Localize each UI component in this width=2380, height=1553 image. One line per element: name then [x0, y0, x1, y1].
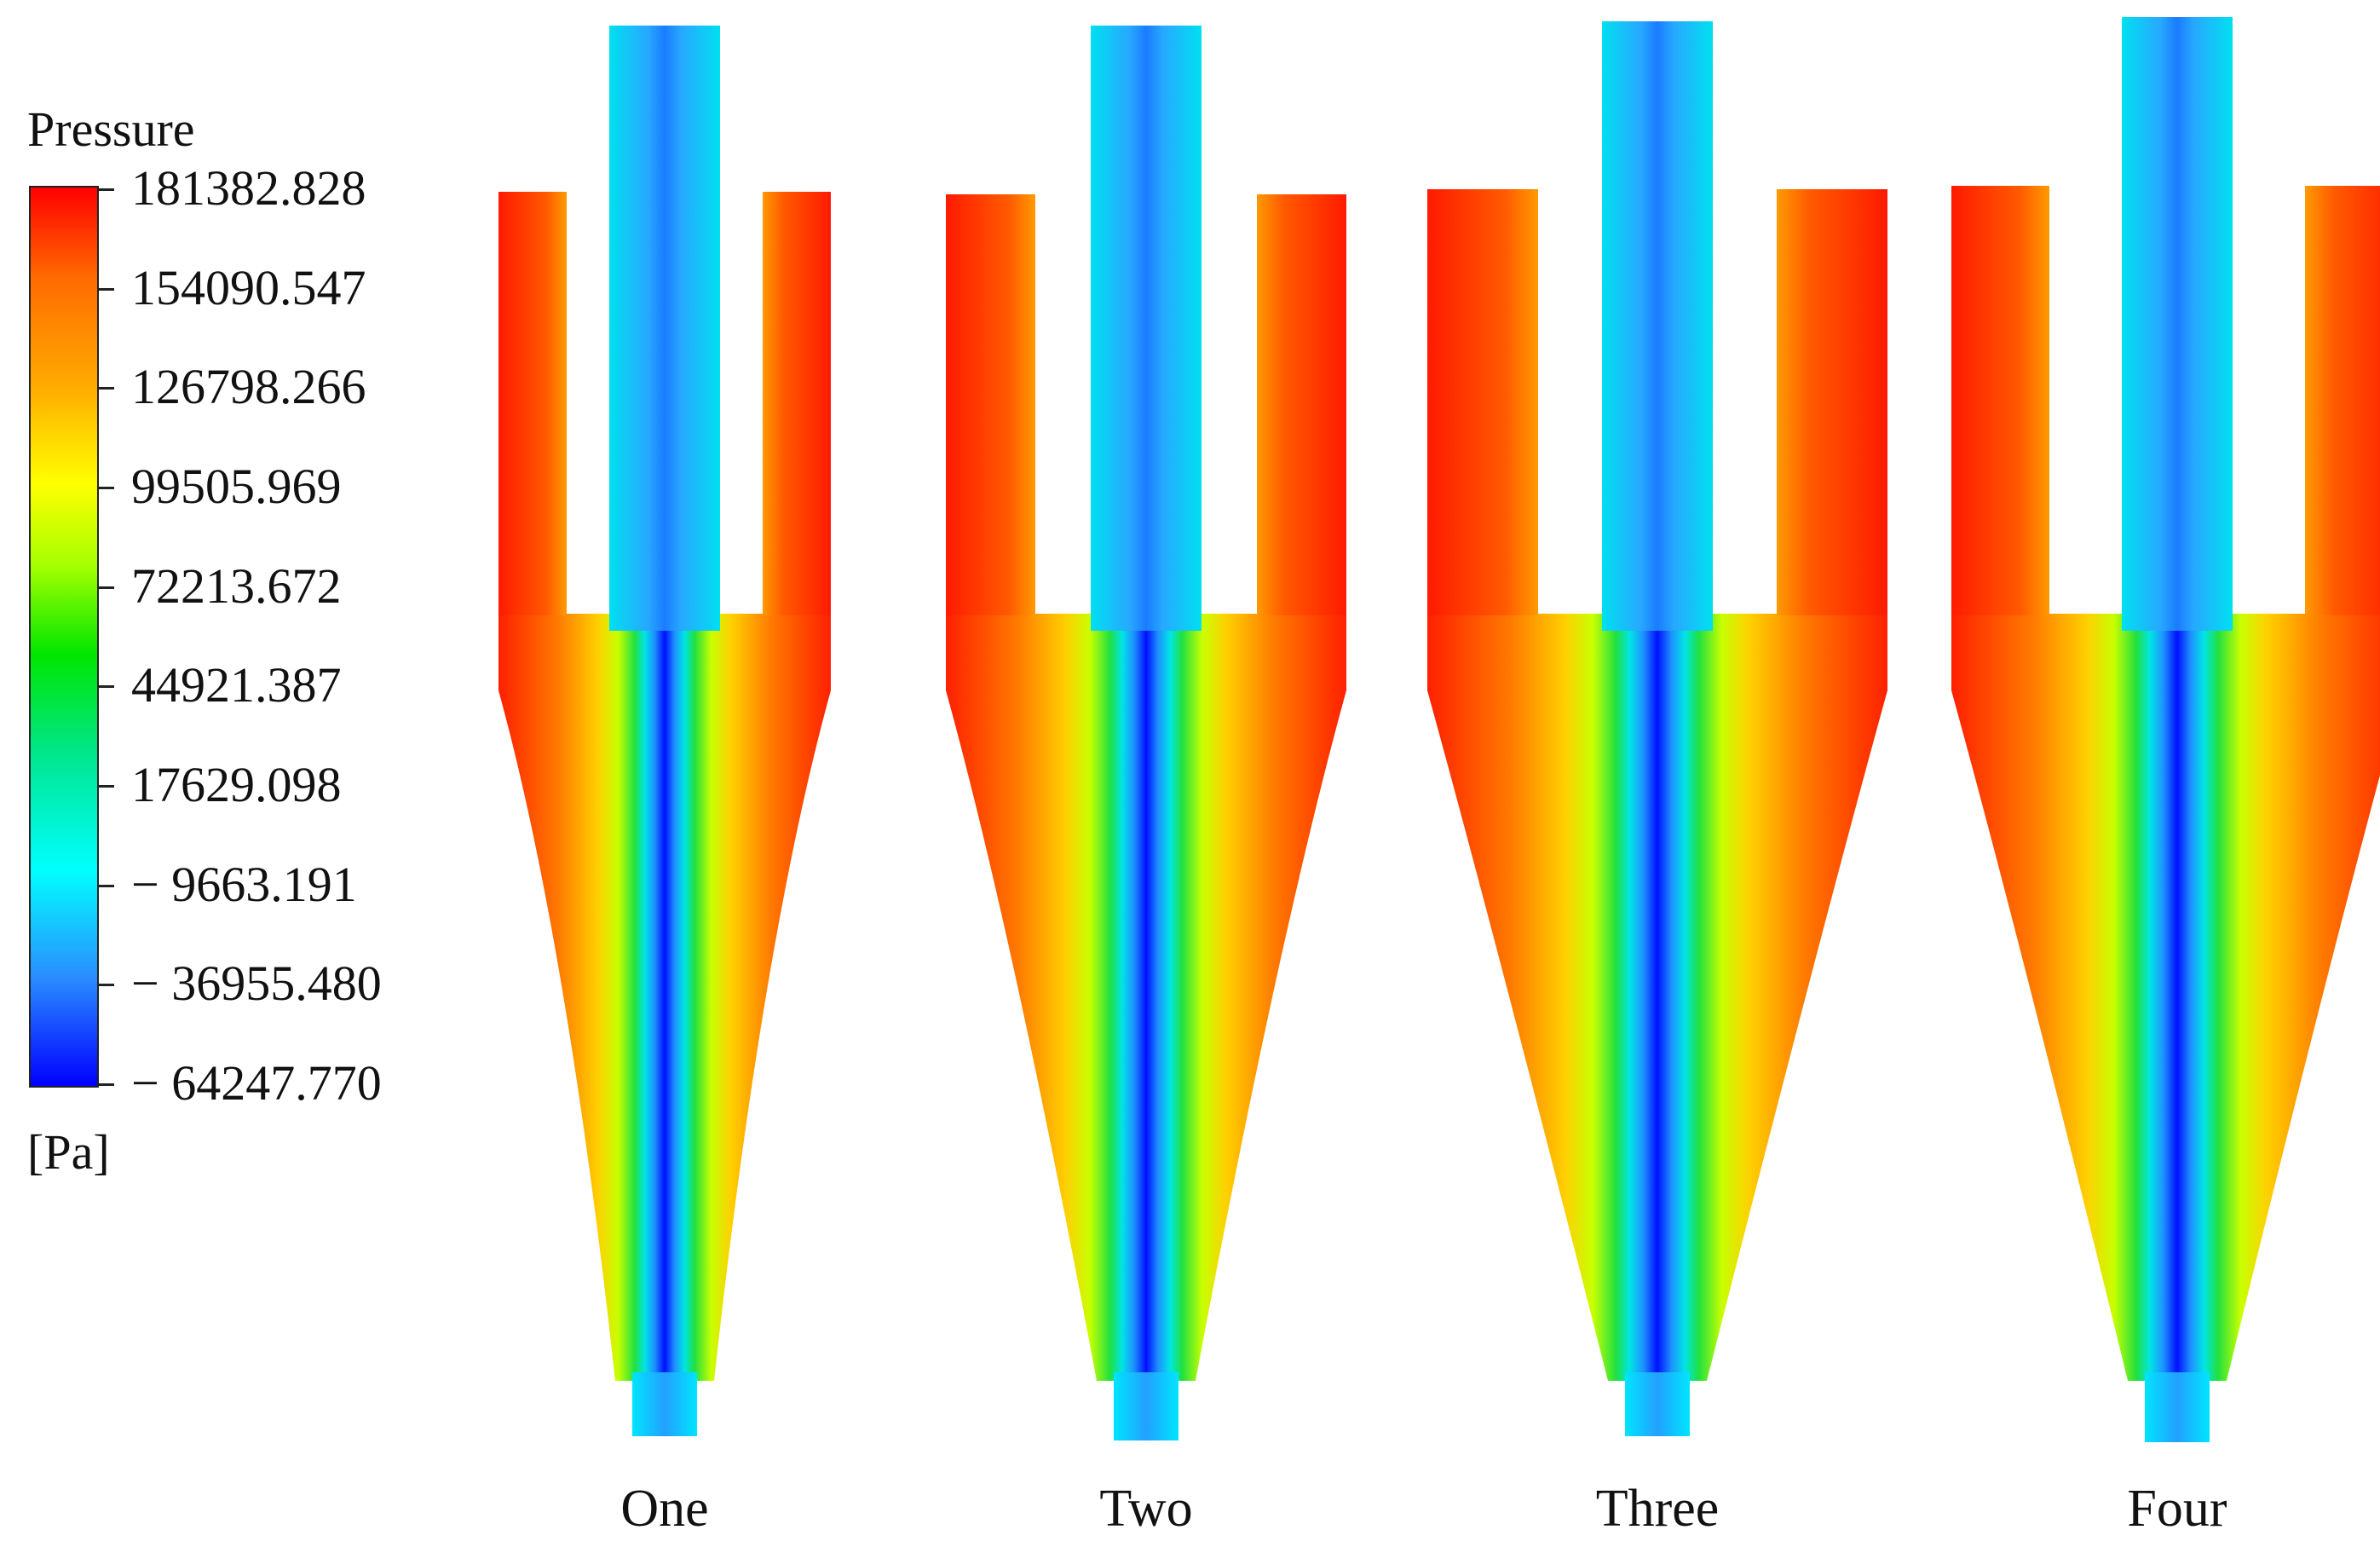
legend-tick-mark — [99, 984, 114, 987]
upper-chamber-right — [1257, 194, 1346, 615]
panel-label: One — [620, 1480, 708, 1538]
legend-tick-label: − 36955.480 — [131, 955, 382, 1012]
legend-tick-label: 154090.547 — [131, 259, 366, 315]
legend-tick-label: − 64247.770 — [131, 1055, 382, 1111]
upper-chamber-left — [946, 194, 1035, 615]
pressure-legend: Pressure 181382.828 154090.547 126798.266 9… — [0, 0, 477, 1553]
legend-tick-label: 72213.672 — [131, 557, 342, 614]
vortex-finder — [2122, 17, 2233, 631]
vortex-finder — [1091, 26, 1202, 631]
upper-chamber-left — [1427, 189, 1538, 615]
legend-tick-label: − 9663.191 — [131, 856, 357, 912]
legend-tick-mark — [99, 387, 114, 390]
legend-unit: [Pa] — [27, 1124, 110, 1180]
legend-tick-mark — [99, 188, 114, 191]
upper-chamber-right — [1777, 189, 1887, 615]
colorbar — [29, 186, 99, 1088]
cyclone-body — [498, 614, 831, 1381]
cyclone-body — [1951, 614, 2380, 1381]
apex-outlet — [2145, 1372, 2210, 1442]
legend-tick-label: 99505.969 — [131, 459, 342, 514]
legend-tick-mark — [99, 1083, 114, 1086]
upper-chamber-right — [2305, 186, 2380, 615]
apex-outlet — [1625, 1372, 1690, 1436]
legend-tick-mark — [99, 884, 114, 887]
legend-tick-mark — [99, 487, 114, 489]
apex-outlet — [632, 1372, 697, 1436]
apex-outlet — [1114, 1372, 1178, 1440]
panel-label: Three — [1596, 1480, 1720, 1538]
legend-title: Pressure — [27, 101, 195, 157]
cyclone-body — [1427, 614, 1887, 1381]
legend-tick-mark — [99, 586, 114, 589]
vortex-finder — [1602, 21, 1713, 631]
upper-chamber-left — [498, 192, 567, 615]
cyclone-panel: Two — [946, 26, 1346, 1538]
cyclone-body — [946, 614, 1346, 1381]
upper-chamber-left — [1951, 186, 2049, 615]
legend-tick-label: 44921.387 — [131, 657, 342, 713]
panel-label: Two — [1099, 1480, 1192, 1538]
legend-tick-mark — [99, 685, 114, 689]
legend-tick-mark — [99, 785, 114, 788]
vortex-finder — [609, 26, 720, 631]
legend-tick-label: 17629.098 — [131, 757, 342, 812]
cyclone-panel: One — [498, 26, 831, 1538]
cyclone-panel: Four — [1951, 17, 2380, 1538]
legend-tick-label: 126798.266 — [131, 359, 366, 415]
legend-tick-label: 181382.828 — [131, 160, 366, 216]
cyclone-panel: Three — [1427, 21, 1887, 1538]
upper-chamber-right — [763, 192, 831, 615]
legend-tick-mark — [99, 287, 114, 291]
panel-label: Four — [2127, 1480, 2227, 1538]
